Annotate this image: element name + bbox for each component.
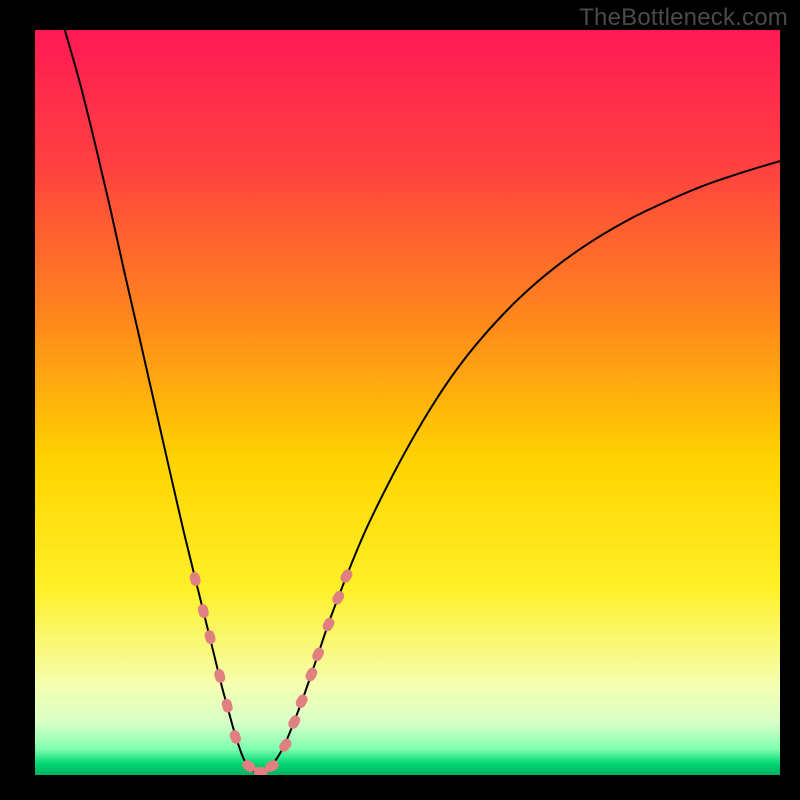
- watermark-text: TheBottleneck.com: [579, 4, 788, 32]
- chart-background: [35, 30, 780, 775]
- bottleneck-chart: [35, 30, 780, 775]
- chart-frame: TheBottleneck.com: [0, 0, 800, 800]
